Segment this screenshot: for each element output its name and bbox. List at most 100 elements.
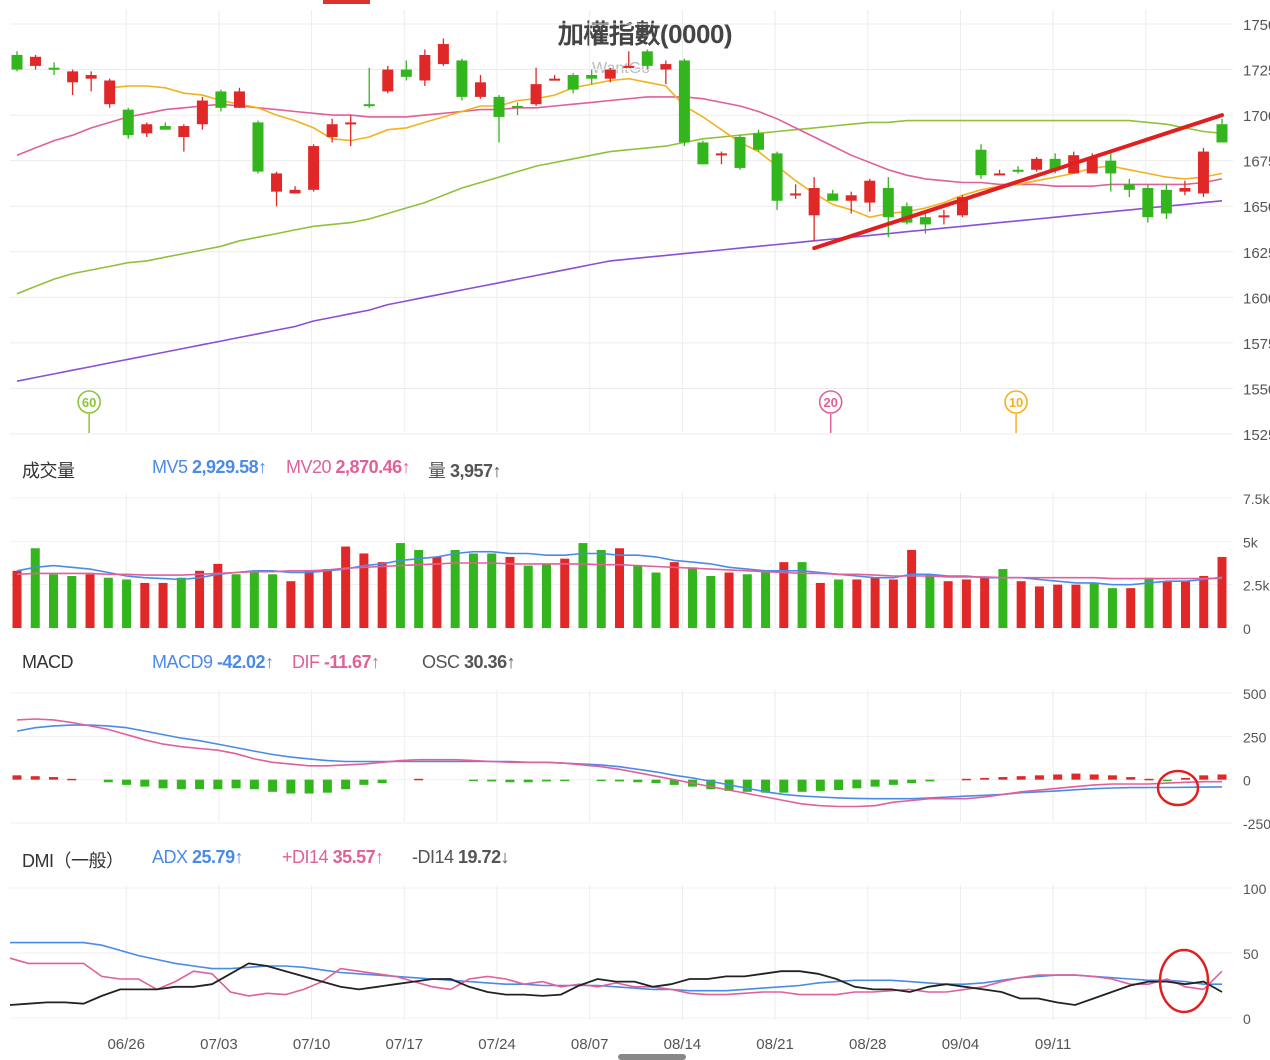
volume-panel-label: 成交量 — [22, 461, 75, 481]
volume-bar — [322, 569, 332, 628]
mv20-indicator: MV20 2,870.46↑ — [286, 457, 411, 478]
volume-bar — [122, 579, 132, 628]
osc-bar — [523, 779, 533, 783]
candle-body — [419, 54, 431, 81]
mdi-line — [9, 962, 1223, 1006]
annotation-trendline — [812, 113, 1224, 251]
osc-bar — [925, 779, 935, 782]
pdi-indicator: +DI14 35.57↑ — [282, 847, 384, 868]
volume-bar — [249, 570, 259, 628]
osc-bar — [122, 779, 132, 785]
osc-bar — [541, 779, 551, 782]
volume-bar — [1053, 584, 1063, 628]
volume-bar — [67, 576, 77, 628]
price-axis-tick: 17500 — [1243, 17, 1270, 34]
volume-indicator: 量 3,957↑ — [428, 457, 502, 483]
volume-bar — [651, 572, 661, 628]
candle-body — [30, 56, 42, 66]
osc-bar — [67, 778, 77, 781]
candle-body — [159, 126, 171, 130]
date-axis-tick: 07/03 — [200, 1036, 238, 1053]
candle-body — [1031, 158, 1043, 170]
osc-value: 30.36↑ — [464, 652, 516, 672]
volume-bar — [1126, 588, 1136, 628]
candle-body — [141, 124, 153, 134]
volume-bar — [450, 550, 460, 628]
osc-bar — [870, 779, 880, 787]
pdi-value: 35.57↑ — [332, 847, 385, 867]
osc-bar — [103, 779, 113, 783]
candle-body — [845, 195, 857, 201]
macd9-line — [16, 724, 1223, 800]
osc-bar — [1016, 776, 1026, 780]
mv20-label: MV20 — [286, 457, 332, 477]
candle-body — [1123, 184, 1135, 190]
pdi-line — [9, 957, 1223, 997]
volume-bar — [834, 579, 844, 628]
candle-body — [233, 91, 245, 108]
price-axis-tick: 17000 — [1243, 108, 1270, 125]
price-axis-tick: 16750 — [1243, 154, 1270, 171]
volume-bar — [414, 550, 424, 628]
volume-bar — [505, 556, 515, 628]
ma-marker-circle — [1004, 390, 1028, 414]
osc-bar — [414, 778, 424, 781]
volume-bar — [998, 569, 1008, 628]
candle-body — [400, 69, 412, 77]
volume-bar — [815, 582, 825, 628]
candle-body — [586, 75, 598, 79]
candle-body — [919, 217, 931, 225]
volume-bar — [1107, 588, 1117, 628]
volume-bar — [468, 553, 478, 628]
macd-axis-tick: 0 — [1243, 773, 1251, 789]
macd-axis-tick: 250 — [1243, 729, 1267, 745]
candle-body — [753, 133, 765, 150]
volume-bar — [140, 582, 150, 628]
candle-body — [308, 146, 320, 190]
candle-body — [456, 60, 468, 97]
mv20-line — [16, 562, 1223, 580]
candle-body — [1197, 151, 1209, 194]
candle-body — [85, 75, 97, 79]
volume-bar — [1089, 582, 1099, 628]
volume-bar — [742, 574, 752, 628]
ma-marker-label: 10 — [1009, 395, 1023, 410]
osc-bar — [268, 779, 278, 792]
dmi-axis-tick: 100 — [1243, 881, 1267, 897]
dif-value: -11.67↑ — [324, 652, 380, 672]
volume-bar — [980, 577, 990, 628]
dif-label: DIF — [292, 652, 320, 672]
mdi-label: -DI14 — [412, 847, 454, 867]
annotation-circle-macd — [1156, 769, 1200, 807]
osc-bar — [633, 779, 643, 783]
candle-body — [11, 54, 23, 70]
mv5-label: MV5 — [152, 457, 188, 477]
volume-bar — [688, 567, 698, 628]
candle-body — [1049, 158, 1061, 170]
osc-bar — [779, 779, 789, 793]
volume-value: 3,957↑ — [450, 461, 502, 481]
volume-bar — [761, 570, 771, 628]
ma60-line — [16, 200, 1223, 382]
active-tab-indicator[interactable] — [323, 0, 370, 4]
mv5-value: 2,929.58↑ — [192, 457, 267, 477]
date-axis-tick: 07/24 — [478, 1036, 516, 1053]
candle-body — [1216, 124, 1228, 143]
volume-bar — [888, 579, 898, 628]
candle-body — [122, 109, 134, 136]
price-axis-tick: 15750 — [1243, 336, 1270, 353]
date-axis-tick: 09/11 — [1035, 1036, 1071, 1053]
osc-bar — [12, 775, 22, 780]
volume-bar — [633, 565, 643, 628]
osc-bar — [30, 776, 40, 780]
volume-bar — [103, 577, 113, 628]
volume-bar — [1144, 577, 1154, 628]
candle-body — [604, 69, 616, 79]
candle-body — [994, 173, 1006, 176]
scroll-handle[interactable] — [618, 1054, 686, 1060]
adx-label: ADX — [152, 847, 188, 867]
volume-bar — [852, 579, 862, 628]
volume-bar — [341, 546, 351, 628]
